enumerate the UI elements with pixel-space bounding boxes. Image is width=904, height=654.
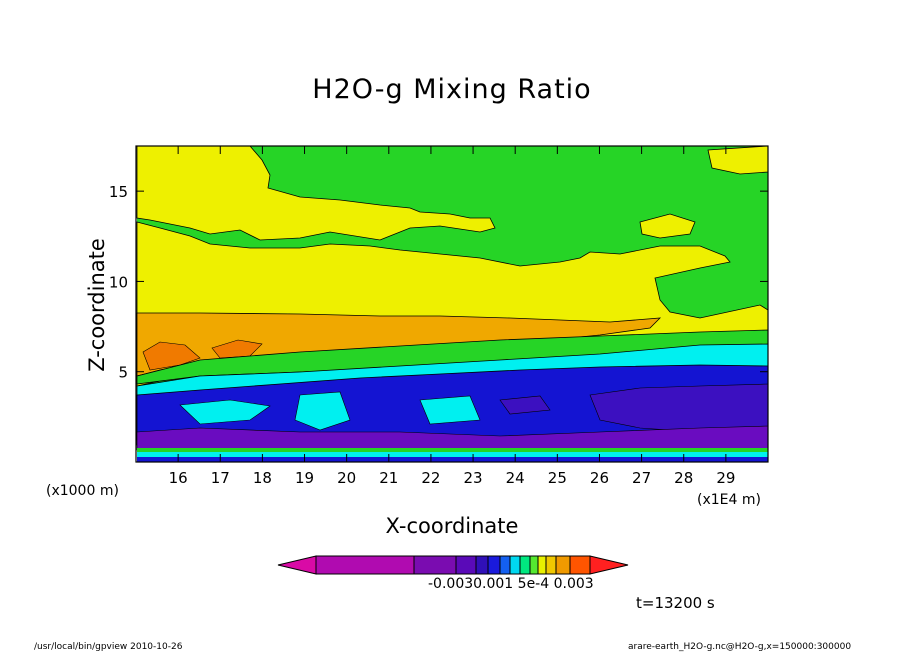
colorbar-low-arrow (277, 555, 317, 575)
x-tick-label: 29 (716, 469, 735, 487)
band-yellow-right (707, 145, 769, 175)
footer-command: /usr/local/bin/gpview 2010-10-26 (34, 642, 183, 652)
y-axis-label: Z-coordinate (85, 238, 109, 372)
colorbar-tick-labels: -0.0030.001 5e-4 0.003 (428, 576, 594, 592)
band-yellow-island (639, 213, 696, 239)
colorbar-segment (509, 555, 521, 575)
band-blue-bottom (137, 457, 768, 462)
band-orange-dark (142, 339, 263, 371)
colorbar-high-arrow (589, 555, 629, 575)
x-tick-label: 22 (421, 469, 440, 487)
colorbar-segment (555, 555, 571, 575)
colorbar-segment (519, 555, 531, 575)
footer-source: arare-earth_H2O-g.nc@H2O-g,x=150000:3000… (628, 642, 852, 652)
x-tick-label: 25 (548, 469, 567, 487)
x-axis-ticks: 16 17 18 19 20 21 22 23 24 25 26 27 28 29 (169, 146, 735, 487)
x-unit-label: (x1E4 m) (697, 492, 761, 508)
x-tick-label: 26 (590, 469, 609, 487)
x-tick-label: 18 (253, 469, 272, 487)
y-tick-label: 10 (109, 273, 128, 291)
x-tick-label: 20 (337, 469, 356, 487)
colorbar-segment (537, 555, 547, 575)
band-cyan-pockets (179, 391, 481, 431)
x-tick-label: 16 (169, 469, 188, 487)
x-tick-label: 27 (632, 469, 651, 487)
x-tick-label: 17 (211, 469, 230, 487)
x-tick-label: 19 (295, 469, 314, 487)
colorbar-segment (529, 555, 539, 575)
colorbar-segment (499, 555, 511, 575)
y-unit-label: (x1000 m) (46, 483, 119, 499)
band-yellow-upper (136, 145, 496, 241)
y-tick-label: 5 (118, 364, 128, 382)
y-axis-ticks: 5 10 15 (109, 183, 768, 382)
plot-frame (135, 145, 769, 463)
colorbar (277, 555, 629, 575)
x-tick-label: 23 (464, 469, 483, 487)
x-axis-label: X-coordinate (385, 514, 519, 538)
chart-title: H2O-g Mixing Ratio (312, 74, 592, 105)
colorbar-segment (569, 555, 591, 575)
colorbar-segment (545, 555, 557, 575)
band-cyan-bottom (137, 452, 768, 458)
colorbar-segment (315, 555, 415, 575)
contour-fills (136, 145, 769, 462)
colorbar-segment (475, 555, 489, 575)
colorbar-segment (413, 555, 457, 575)
y-tick-label: 15 (109, 183, 128, 201)
x-tick-label: 24 (506, 469, 525, 487)
x-tick-label: 21 (379, 469, 398, 487)
time-label: t=13200 s (636, 594, 715, 612)
x-tick-label: 28 (674, 469, 693, 487)
colorbar-segment (455, 555, 477, 575)
colorbar-segment (487, 555, 501, 575)
